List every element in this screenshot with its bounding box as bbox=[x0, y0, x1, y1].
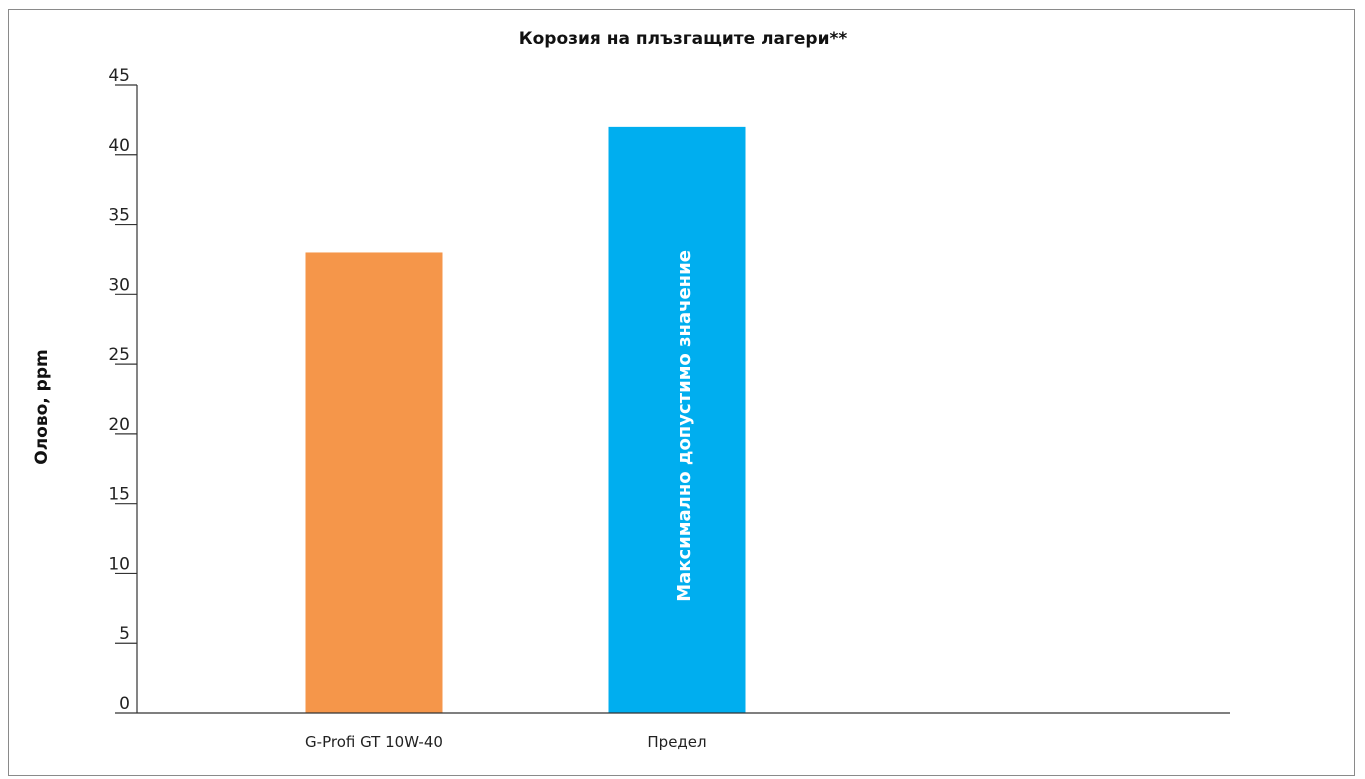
bar-labels: Максимално допустимо значение bbox=[674, 250, 695, 602]
chart-title: Корозия на плъзгащите лагери** bbox=[519, 29, 848, 49]
bar-annotation-label: Максимално допустимо значение bbox=[674, 250, 695, 602]
y-tick-label: 10 bbox=[108, 554, 130, 574]
y-axis-ticks: 0 5 10 15 20 25 30 35 40 45 bbox=[108, 66, 137, 714]
y-tick-label: 0 bbox=[119, 694, 130, 714]
y-tick-label: 40 bbox=[108, 136, 130, 156]
y-tick-label: 35 bbox=[108, 206, 130, 226]
bar-1 bbox=[305, 252, 443, 713]
x-axis-category-labels: G-Profi GT 10W-40 Предел bbox=[305, 733, 707, 751]
bars bbox=[305, 126, 746, 713]
y-tick-label: 45 bbox=[108, 66, 130, 86]
y-tick-label: 15 bbox=[108, 485, 130, 505]
bar-2 bbox=[608, 126, 746, 713]
y-axis-label: Олово, ppm bbox=[32, 349, 52, 464]
y-tick-label: 20 bbox=[108, 415, 130, 435]
y-tick-label: 25 bbox=[108, 345, 130, 365]
x-category-label: G-Profi GT 10W-40 bbox=[305, 733, 443, 751]
x-category-label: Предел bbox=[647, 733, 706, 751]
y-tick-label: 30 bbox=[108, 275, 130, 295]
y-tick-label: 5 bbox=[119, 624, 130, 644]
